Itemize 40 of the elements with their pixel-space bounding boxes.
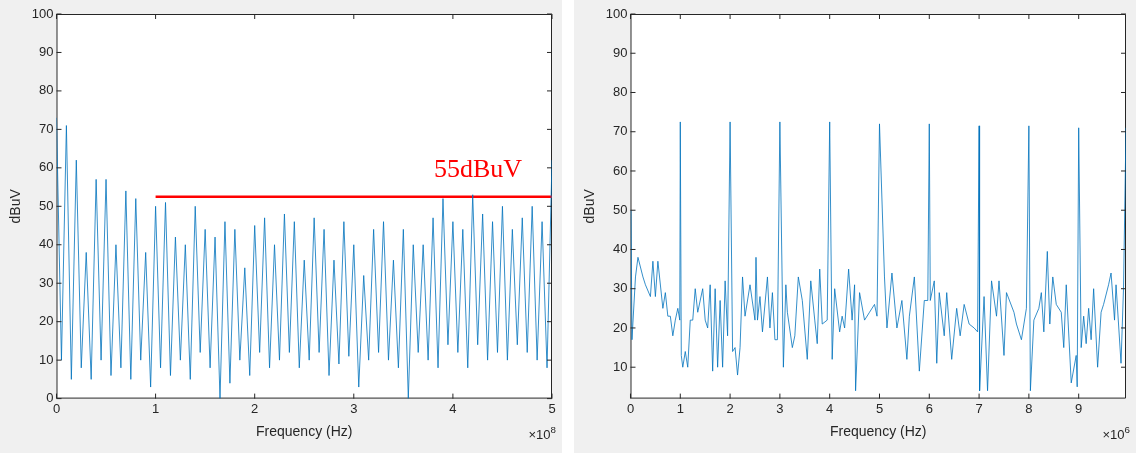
x-tick-label: 7 <box>975 400 983 416</box>
x-tick-label: 4 <box>826 400 834 416</box>
y-tick-label: 70 <box>39 120 54 136</box>
y-tick-label: 90 <box>39 44 54 60</box>
y-tick-label: 30 <box>39 274 54 290</box>
y-tick-label: 40 <box>39 236 54 252</box>
x-tick-label: 2 <box>251 400 259 416</box>
x-tick-label: 3 <box>350 400 358 416</box>
x-tick-label: 1 <box>676 400 684 416</box>
x-axis-title: Frequency (Hz) <box>830 423 927 440</box>
y-tick-label: 100 <box>605 5 628 21</box>
x-axis-title: Frequency (Hz) <box>256 423 353 440</box>
y-tick-label: 30 <box>613 280 628 296</box>
y-tick-label: 60 <box>613 162 628 178</box>
y-tick-label: 50 <box>39 197 54 213</box>
x-tick-label: 5 <box>875 400 884 416</box>
y-tick-label: 50 <box>613 201 628 217</box>
y-tick-label: 60 <box>39 159 54 175</box>
y-tick-label: 70 <box>613 123 628 139</box>
annotation: 55dBuV <box>433 153 523 183</box>
y-tick-label: 10 <box>613 358 628 374</box>
y-tick-label: 10 <box>39 351 54 367</box>
x-tick-label: 2 <box>726 400 734 416</box>
x-tick-label: 4 <box>449 400 457 416</box>
y-axis-title: dBuV <box>7 188 24 224</box>
y-tick-label: 80 <box>39 82 54 98</box>
x-tick-label: 8 <box>1025 400 1033 416</box>
y-tick-label: 0 <box>46 390 54 406</box>
x-tick-label: 3 <box>776 400 784 416</box>
y-tick-label: 80 <box>613 84 628 100</box>
x-tick-label: 1 <box>151 400 160 416</box>
y-tick-label: 20 <box>39 313 54 329</box>
y-tick-label: 20 <box>613 319 628 335</box>
x-tick-label: 6 <box>925 400 933 416</box>
y-tick-label: 100 <box>31 5 54 21</box>
y-tick-label: 90 <box>613 44 628 60</box>
x-tick-label: 5 <box>548 400 556 416</box>
x-tick-label: 9 <box>1075 400 1083 416</box>
y-tick-label: 40 <box>613 241 628 257</box>
y-axis-title: dBuV <box>581 188 598 224</box>
